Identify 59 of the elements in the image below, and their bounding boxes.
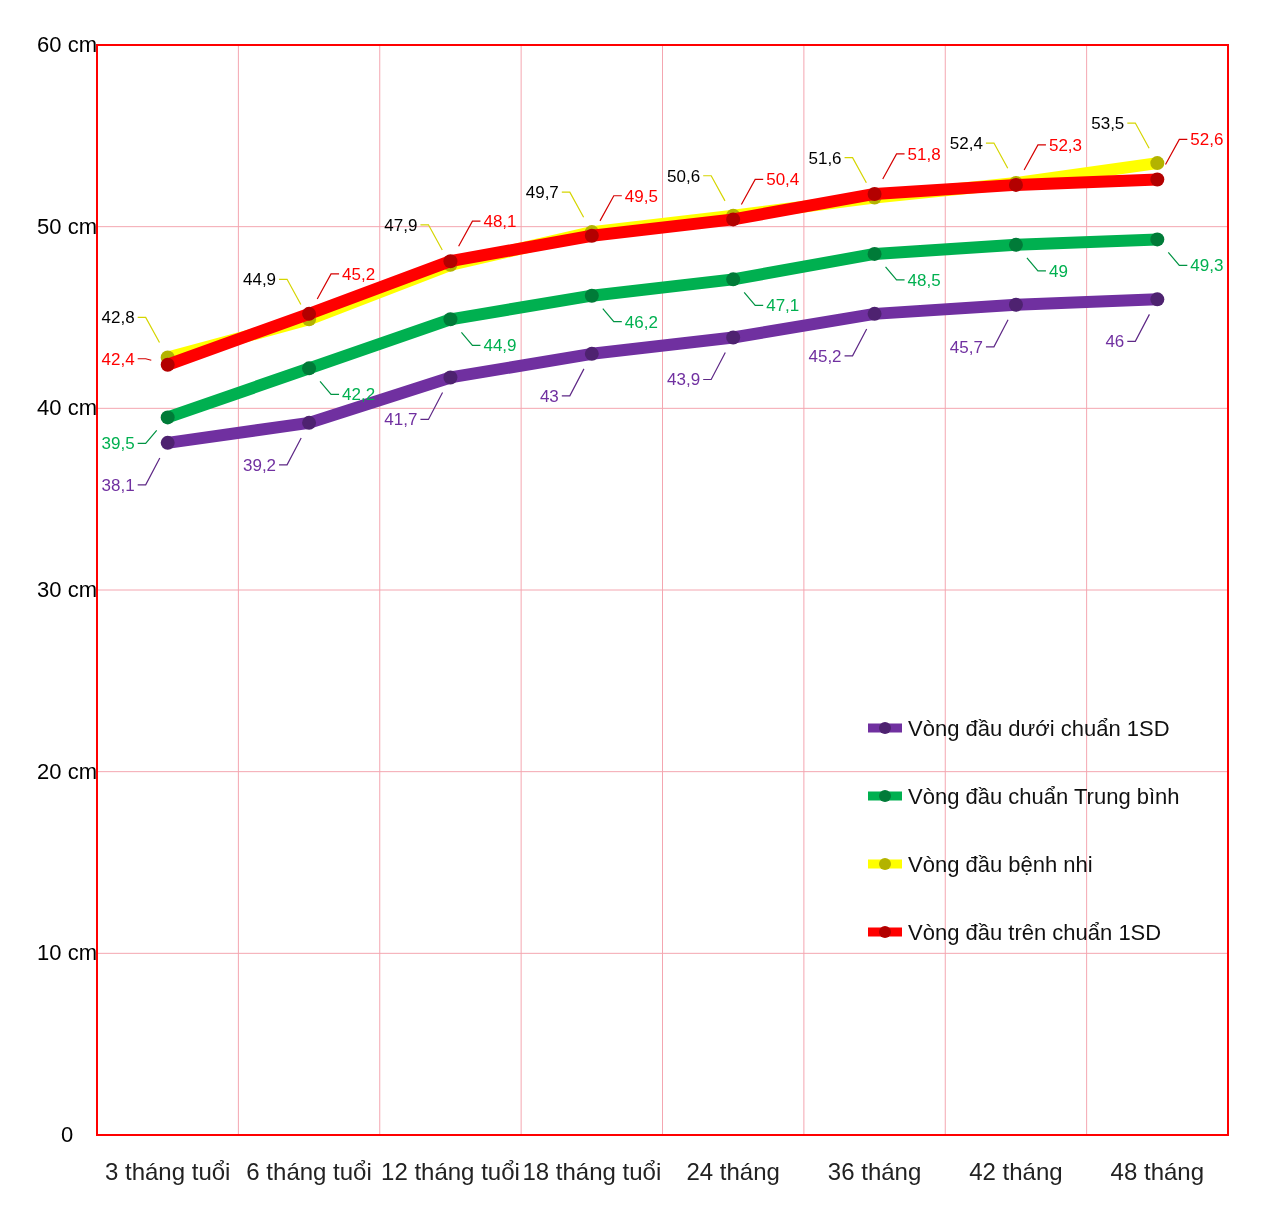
data-label: 52,3 [1048, 135, 1083, 155]
y-tick-label: 10 cm [37, 940, 97, 966]
point [302, 415, 317, 430]
data-label: 39,5 [101, 434, 135, 454]
y-tick-label: 60 cm [37, 32, 97, 58]
point [584, 346, 599, 361]
data-label: 48,1 [483, 212, 517, 232]
x-tick-label: 12 tháng tuổi [381, 1158, 520, 1186]
data-label: 48,5 [907, 270, 941, 290]
data-label: 52,6 [1190, 130, 1224, 150]
x-tick-label: 6 tháng tuổi [246, 1158, 372, 1186]
point [867, 306, 882, 321]
point [160, 435, 175, 450]
data-label: 49,3 [1190, 256, 1224, 276]
legend-label: Vòng đầu trên chuẩn 1SD [908, 919, 1162, 945]
data-label: 45,2 [808, 346, 842, 366]
data-label: 49,7 [525, 183, 559, 203]
data-label: 51,6 [808, 148, 842, 168]
data-label: 45,2 [342, 264, 376, 284]
data-label: 49 [1048, 261, 1068, 281]
data-label: 49,5 [624, 186, 658, 206]
y-tick-label: 50 cm [37, 213, 97, 239]
data-label: 42,4 [101, 349, 135, 369]
data-label: 50,4 [766, 170, 800, 190]
legend-label: Vòng đầu dưới chuẩn 1SD [908, 715, 1170, 741]
data-label: 43 [539, 386, 559, 406]
point [443, 370, 458, 385]
point [1008, 297, 1023, 312]
y-tick-label: 40 cm [37, 395, 97, 421]
x-tick-label: 42 tháng [969, 1158, 1063, 1186]
data-label: 45,7 [949, 337, 983, 357]
y-tick-label: 30 cm [37, 577, 97, 603]
data-label: 38,1 [101, 475, 135, 495]
data-label: 53,5 [1091, 114, 1125, 134]
legend-label: Vòng đầu chuẩn Trung bình [908, 783, 1180, 809]
data-label: 46,2 [624, 312, 658, 332]
data-label: 47,9 [384, 215, 418, 235]
x-tick-label: 36 tháng [827, 1158, 922, 1186]
x-tick-label: 24 tháng [686, 1158, 780, 1186]
x-tick-label: 18 tháng tuổi [522, 1158, 662, 1186]
data-label: 43,9 [667, 370, 701, 390]
data-label: 46 [1105, 332, 1125, 352]
y-tick-label: 20 cm [37, 758, 97, 784]
point [726, 330, 741, 345]
data-label: 44,9 [483, 336, 517, 356]
x-tick-label: 48 tháng [1110, 1158, 1205, 1186]
data-label: 47,1 [766, 296, 800, 316]
data-label: 50,6 [667, 166, 701, 186]
data-label: 42,2 [342, 385, 376, 405]
data-label: 44,9 [242, 270, 277, 290]
y-tick-label: 0 [60, 1122, 74, 1148]
legend-label: Vòng đầu bệnh nhi [908, 851, 1093, 877]
data-label: 51,8 [907, 144, 941, 164]
data-label: 42,8 [101, 308, 135, 328]
data-label: 52,4 [949, 134, 983, 154]
point [1150, 292, 1165, 307]
data-label: 41,7 [384, 410, 418, 430]
data-label: 39,2 [242, 455, 277, 475]
x-tick-label: 3 tháng tuổi [104, 1158, 231, 1186]
